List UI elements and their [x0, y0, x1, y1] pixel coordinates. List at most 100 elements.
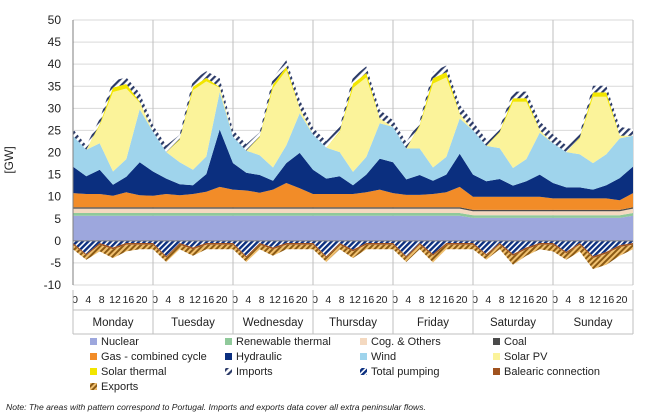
x-tick-label: 20	[376, 294, 388, 306]
x-tick-label: 0	[152, 294, 158, 306]
x-tick-label: 16	[602, 294, 614, 306]
area-nuclear	[73, 215, 633, 241]
x-tick-label: 12	[109, 294, 121, 306]
y-tick-label: 40	[48, 57, 62, 71]
legend-label: Total pumping	[371, 366, 440, 378]
x-tick-label: 4	[405, 294, 411, 306]
legend-label: Gas - combined cycle	[101, 351, 207, 363]
y-tick-label: 30	[48, 101, 62, 115]
y-tick-label: -5	[50, 256, 61, 270]
y-tick-label: 15	[48, 168, 62, 182]
legend-swatch	[225, 353, 232, 360]
area-solar-thermal	[73, 66, 633, 153]
day-label: Wednesday	[243, 317, 304, 329]
x-tick-label: 20	[216, 294, 228, 306]
legend-label: Coal	[504, 336, 527, 348]
x-tick-label: 0	[472, 294, 478, 306]
y-tick-label: 10	[48, 190, 62, 204]
x-tick-label: 16	[282, 294, 294, 306]
area-exports	[73, 244, 633, 270]
x-tick-label: 16	[522, 294, 534, 306]
x-tick-label: 8	[339, 294, 345, 306]
area-solar-pv	[73, 70, 633, 172]
x-tick-label: 4	[325, 294, 331, 306]
x-tick-label: 8	[259, 294, 265, 306]
legend-swatch	[360, 353, 367, 360]
area-cog-others	[73, 208, 633, 216]
area-wind	[73, 92, 633, 190]
area-renewable-thermal	[73, 213, 633, 218]
x-tick-label: 20	[136, 294, 148, 306]
legend-label: Solar PV	[504, 351, 548, 363]
legend-swatch	[493, 338, 500, 345]
legend-swatch	[493, 353, 500, 360]
legend-swatch	[90, 338, 97, 345]
y-tick-label: 45	[48, 35, 62, 49]
x-tick-label: 4	[85, 294, 91, 306]
legend-swatch	[90, 368, 97, 375]
legend-swatch	[90, 353, 97, 360]
legend-swatch	[90, 383, 97, 390]
y-tick-label: 35	[48, 79, 62, 93]
area-balearic-connection	[73, 243, 633, 259]
day-label: Tuesday	[171, 317, 215, 329]
legend: Nuclear Renewable thermal Cog. & Others Coa…	[90, 336, 600, 393]
area-total-pumping	[73, 240, 633, 257]
area-hydraulic	[73, 129, 633, 201]
x-tick-label: 12	[189, 294, 201, 306]
x-tick-label: 8	[499, 294, 505, 306]
legend-label: Renewable thermal	[236, 336, 331, 348]
x-tick-label: 12	[429, 294, 441, 306]
x-tick-label: 4	[245, 294, 251, 306]
x-tick-label: 0	[232, 294, 238, 306]
legend-swatch	[360, 338, 367, 345]
x-tick-label: 20	[296, 294, 308, 306]
day-label: Monday	[93, 317, 134, 329]
y-tick-label: 50	[48, 13, 62, 27]
x-tick-label: 8	[99, 294, 105, 306]
legend-label: Exports	[101, 381, 139, 393]
y-tick-label: 20	[48, 146, 62, 160]
x-tick-label: 0	[552, 294, 558, 306]
legend-swatch	[493, 368, 500, 375]
y-axis-label: [GW]	[2, 146, 16, 173]
day-label: Sunday	[573, 317, 612, 329]
x-tick-label: 8	[419, 294, 425, 306]
legend-label: Nuclear	[101, 336, 139, 348]
legend-label: Wind	[371, 351, 396, 363]
x-tick-label: 16	[442, 294, 454, 306]
x-tick-label: 12	[269, 294, 281, 306]
x-tick-label: 8	[579, 294, 585, 306]
y-tick-label: 25	[48, 123, 62, 137]
x-tick-label: 20	[536, 294, 548, 306]
x-tick-label: 4	[165, 294, 171, 306]
footnote: Note: The areas with pattern correspond …	[6, 402, 426, 412]
x-tick-label: 0	[392, 294, 398, 306]
legend-label: Imports	[236, 366, 273, 378]
x-tick-label: 20	[616, 294, 628, 306]
day-label: Friday	[417, 317, 449, 329]
x-tick-label: 16	[362, 294, 374, 306]
y-tick-label: -10	[44, 278, 62, 292]
legend-swatch	[360, 368, 367, 375]
x-tick-label: 4	[485, 294, 491, 306]
day-label: Thursday	[329, 317, 377, 329]
legend-label: Hydraulic	[236, 351, 282, 363]
x-tick-label: 12	[349, 294, 361, 306]
x-tick-label: 0	[72, 294, 78, 306]
legend-label: Solar thermal	[101, 366, 166, 378]
stacked-areas	[73, 60, 633, 270]
legend-swatch	[225, 338, 232, 345]
x-tick-label: 16	[122, 294, 134, 306]
x-tick-label: 20	[456, 294, 468, 306]
legend-swatch	[225, 368, 232, 375]
legend-label: Cog. & Others	[371, 336, 441, 348]
legend-label: Balearic connection	[504, 366, 600, 378]
y-tick-label: 0	[54, 234, 61, 248]
y-tick-label: 5	[54, 212, 61, 226]
x-tick-label: 16	[202, 294, 214, 306]
area-gas-combined-cycle	[73, 183, 633, 210]
x-tick-label: 12	[509, 294, 521, 306]
